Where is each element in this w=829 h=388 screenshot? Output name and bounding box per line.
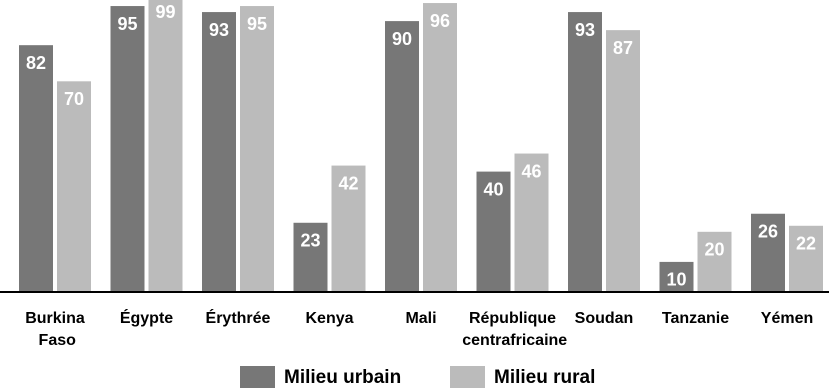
value-label: 42 (338, 173, 358, 193)
legend-swatch (240, 366, 275, 388)
value-label: 70 (64, 89, 84, 109)
bar (57, 81, 91, 292)
bar (148, 0, 183, 292)
value-label: 82 (26, 53, 46, 73)
value-label: 99 (155, 2, 175, 22)
x-tick-label: Érythrée (206, 308, 271, 327)
bar (293, 222, 328, 292)
value-label: 87 (613, 38, 633, 58)
x-tick-label: République centrafricaine (458, 310, 567, 349)
bar (19, 45, 53, 293)
bar (751, 213, 785, 292)
bar (789, 225, 823, 292)
value-label: 22 (796, 234, 816, 254)
bar (606, 30, 640, 292)
bar (331, 165, 366, 292)
bar (385, 21, 419, 292)
value-label: 93 (209, 20, 229, 40)
value-label: 46 (521, 161, 541, 181)
x-tick-label: Kenya (305, 310, 353, 327)
value-label: 23 (300, 231, 320, 251)
value-label: 40 (483, 179, 503, 199)
legend-label: Milieu urbain (284, 367, 401, 388)
bar (568, 12, 602, 292)
bar (659, 261, 694, 292)
x-tick-label: Égypte (120, 308, 173, 327)
value-label: 93 (575, 20, 595, 40)
value-label: 96 (430, 11, 450, 31)
value-label: 95 (117, 14, 137, 34)
legend-label: Milieu rural (494, 367, 595, 388)
bar (423, 3, 457, 292)
value-label: 20 (704, 240, 724, 260)
value-label: 10 (666, 270, 686, 290)
x-tick-label: Soudan (575, 310, 634, 327)
bar (697, 231, 732, 292)
value-label: 95 (247, 14, 267, 34)
x-tick-label: Yémen (761, 310, 813, 327)
x-tick-label: Mali (405, 310, 436, 327)
bar (514, 153, 549, 292)
bar (202, 12, 236, 292)
bar (476, 171, 511, 292)
x-tick-label: Tanzanie (662, 310, 729, 327)
value-label: 90 (392, 29, 412, 49)
value-label: 26 (758, 221, 778, 241)
bar (110, 6, 145, 293)
x-tick-label: Burkina Faso (25, 310, 85, 349)
legend-swatch (450, 366, 485, 388)
bar (240, 6, 274, 293)
